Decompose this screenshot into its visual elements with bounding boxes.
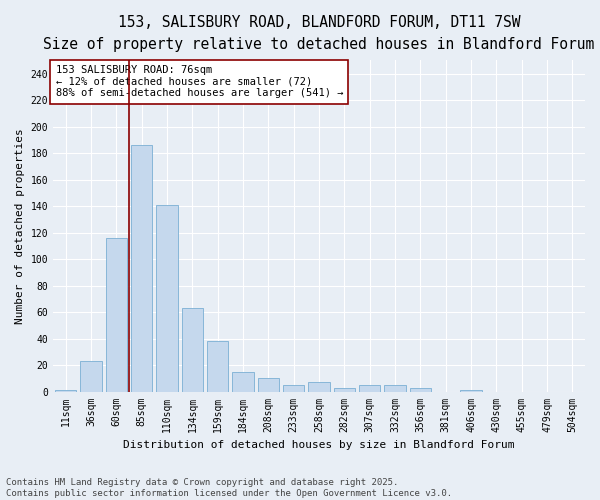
Bar bbox=[55, 390, 76, 392]
Title: 153, SALISBURY ROAD, BLANDFORD FORUM, DT11 7SW
Size of property relative to deta: 153, SALISBURY ROAD, BLANDFORD FORUM, DT… bbox=[43, 15, 595, 52]
Text: 153 SALISBURY ROAD: 76sqm
← 12% of detached houses are smaller (72)
88% of semi-: 153 SALISBURY ROAD: 76sqm ← 12% of detac… bbox=[56, 66, 343, 98]
Bar bbox=[334, 388, 355, 392]
Bar bbox=[182, 308, 203, 392]
Bar bbox=[232, 372, 254, 392]
X-axis label: Distribution of detached houses by size in Blandford Forum: Distribution of detached houses by size … bbox=[123, 440, 515, 450]
Bar bbox=[207, 341, 229, 392]
Bar bbox=[131, 145, 152, 392]
Bar bbox=[106, 238, 127, 392]
Bar bbox=[460, 390, 482, 392]
Bar bbox=[80, 361, 102, 392]
Text: Contains HM Land Registry data © Crown copyright and database right 2025.
Contai: Contains HM Land Registry data © Crown c… bbox=[6, 478, 452, 498]
Bar bbox=[283, 385, 304, 392]
Y-axis label: Number of detached properties: Number of detached properties bbox=[15, 128, 25, 324]
Bar bbox=[410, 388, 431, 392]
Bar bbox=[257, 378, 279, 392]
Bar bbox=[359, 385, 380, 392]
Bar bbox=[384, 385, 406, 392]
Bar bbox=[156, 204, 178, 392]
Bar bbox=[308, 382, 330, 392]
